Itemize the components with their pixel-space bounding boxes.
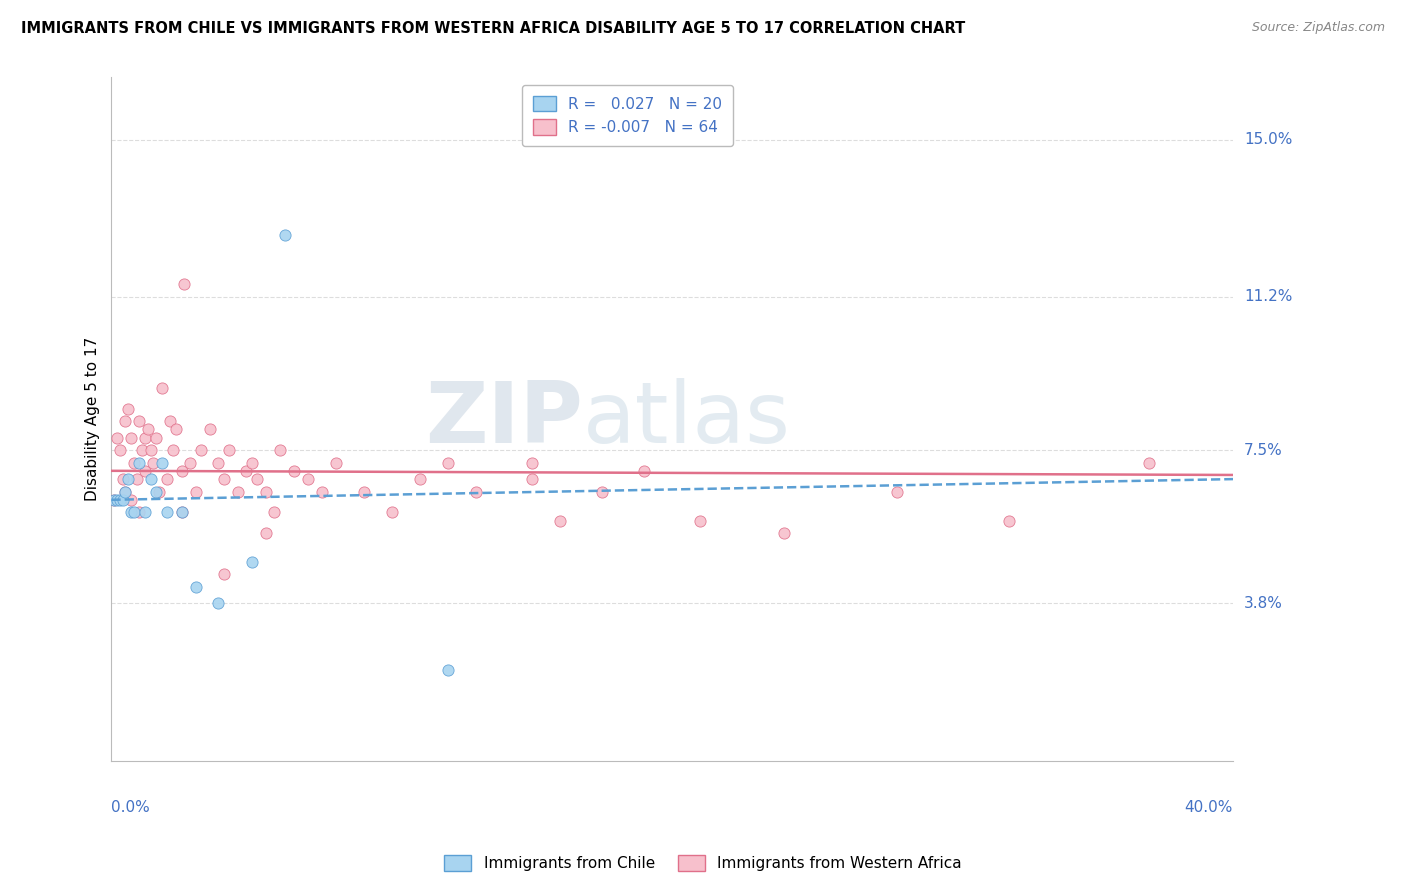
Point <box>131 443 153 458</box>
Point <box>150 456 173 470</box>
Text: 15.0%: 15.0% <box>1244 132 1292 147</box>
Point <box>170 505 193 519</box>
Point <box>117 472 139 486</box>
Point <box>689 514 711 528</box>
Point <box>240 555 263 569</box>
Point <box>184 484 207 499</box>
Point <box>162 443 184 458</box>
Point <box>114 414 136 428</box>
Point <box>108 492 131 507</box>
Legend: Immigrants from Chile, Immigrants from Western Africa: Immigrants from Chile, Immigrants from W… <box>437 849 969 877</box>
Point <box>283 464 305 478</box>
Point <box>218 443 240 458</box>
Point <box>1137 456 1160 470</box>
Point <box>886 484 908 499</box>
Point <box>105 431 128 445</box>
Text: 3.8%: 3.8% <box>1244 596 1284 611</box>
Point <box>139 472 162 486</box>
Point <box>381 505 404 519</box>
Point <box>103 492 125 507</box>
Point <box>437 456 460 470</box>
Point <box>128 456 150 470</box>
Point <box>633 464 655 478</box>
Text: ZIP: ZIP <box>425 377 582 460</box>
Point <box>103 492 125 507</box>
Point <box>173 277 195 292</box>
Point <box>165 422 187 436</box>
Point <box>114 484 136 499</box>
Legend: R =   0.027   N = 20, R = -0.007   N = 64: R = 0.027 N = 20, R = -0.007 N = 64 <box>522 85 733 146</box>
Point <box>997 514 1019 528</box>
Point <box>269 443 291 458</box>
Point <box>148 484 170 499</box>
Point <box>437 663 460 677</box>
Point <box>125 472 148 486</box>
Point <box>325 456 347 470</box>
Text: 40.0%: 40.0% <box>1185 799 1233 814</box>
Point <box>170 505 193 519</box>
Point <box>548 514 571 528</box>
Point <box>226 484 249 499</box>
Point <box>311 484 333 499</box>
Point <box>134 431 156 445</box>
Point <box>128 414 150 428</box>
Text: IMMIGRANTS FROM CHILE VS IMMIGRANTS FROM WESTERN AFRICA DISABILITY AGE 5 TO 17 C: IMMIGRANTS FROM CHILE VS IMMIGRANTS FROM… <box>21 21 966 36</box>
Point <box>114 484 136 499</box>
Point <box>246 472 269 486</box>
Point <box>212 472 235 486</box>
Point <box>156 505 179 519</box>
Text: atlas: atlas <box>582 377 790 460</box>
Point <box>117 401 139 416</box>
Point <box>120 431 142 445</box>
Point <box>591 484 613 499</box>
Point <box>145 484 167 499</box>
Point <box>120 505 142 519</box>
Point <box>297 472 319 486</box>
Text: Source: ZipAtlas.com: Source: ZipAtlas.com <box>1251 21 1385 34</box>
Point <box>254 484 277 499</box>
Point <box>170 464 193 478</box>
Text: 0.0%: 0.0% <box>111 799 150 814</box>
Text: 11.2%: 11.2% <box>1244 289 1292 304</box>
Point <box>179 456 201 470</box>
Point <box>156 472 179 486</box>
Point <box>773 525 796 540</box>
Point <box>122 456 145 470</box>
Point <box>136 422 159 436</box>
Point <box>150 381 173 395</box>
Point <box>190 443 212 458</box>
Point <box>184 580 207 594</box>
Point <box>142 456 165 470</box>
Point <box>263 505 285 519</box>
Point <box>198 422 221 436</box>
Point <box>207 596 229 610</box>
Point <box>120 492 142 507</box>
Point <box>520 456 543 470</box>
Point <box>520 472 543 486</box>
Point <box>254 525 277 540</box>
Point <box>128 505 150 519</box>
Point <box>105 492 128 507</box>
Point <box>108 443 131 458</box>
Point <box>207 456 229 470</box>
Point <box>409 472 432 486</box>
Point <box>274 227 297 242</box>
Point <box>159 414 181 428</box>
Point <box>235 464 257 478</box>
Point <box>111 492 134 507</box>
Point <box>212 567 235 582</box>
Point <box>240 456 263 470</box>
Point <box>465 484 488 499</box>
Point <box>122 505 145 519</box>
Point <box>145 431 167 445</box>
Point <box>111 472 134 486</box>
Point <box>139 443 162 458</box>
Point <box>134 464 156 478</box>
Point <box>353 484 375 499</box>
Y-axis label: Disability Age 5 to 17: Disability Age 5 to 17 <box>86 337 100 501</box>
Point <box>134 505 156 519</box>
Text: 7.5%: 7.5% <box>1244 442 1282 458</box>
